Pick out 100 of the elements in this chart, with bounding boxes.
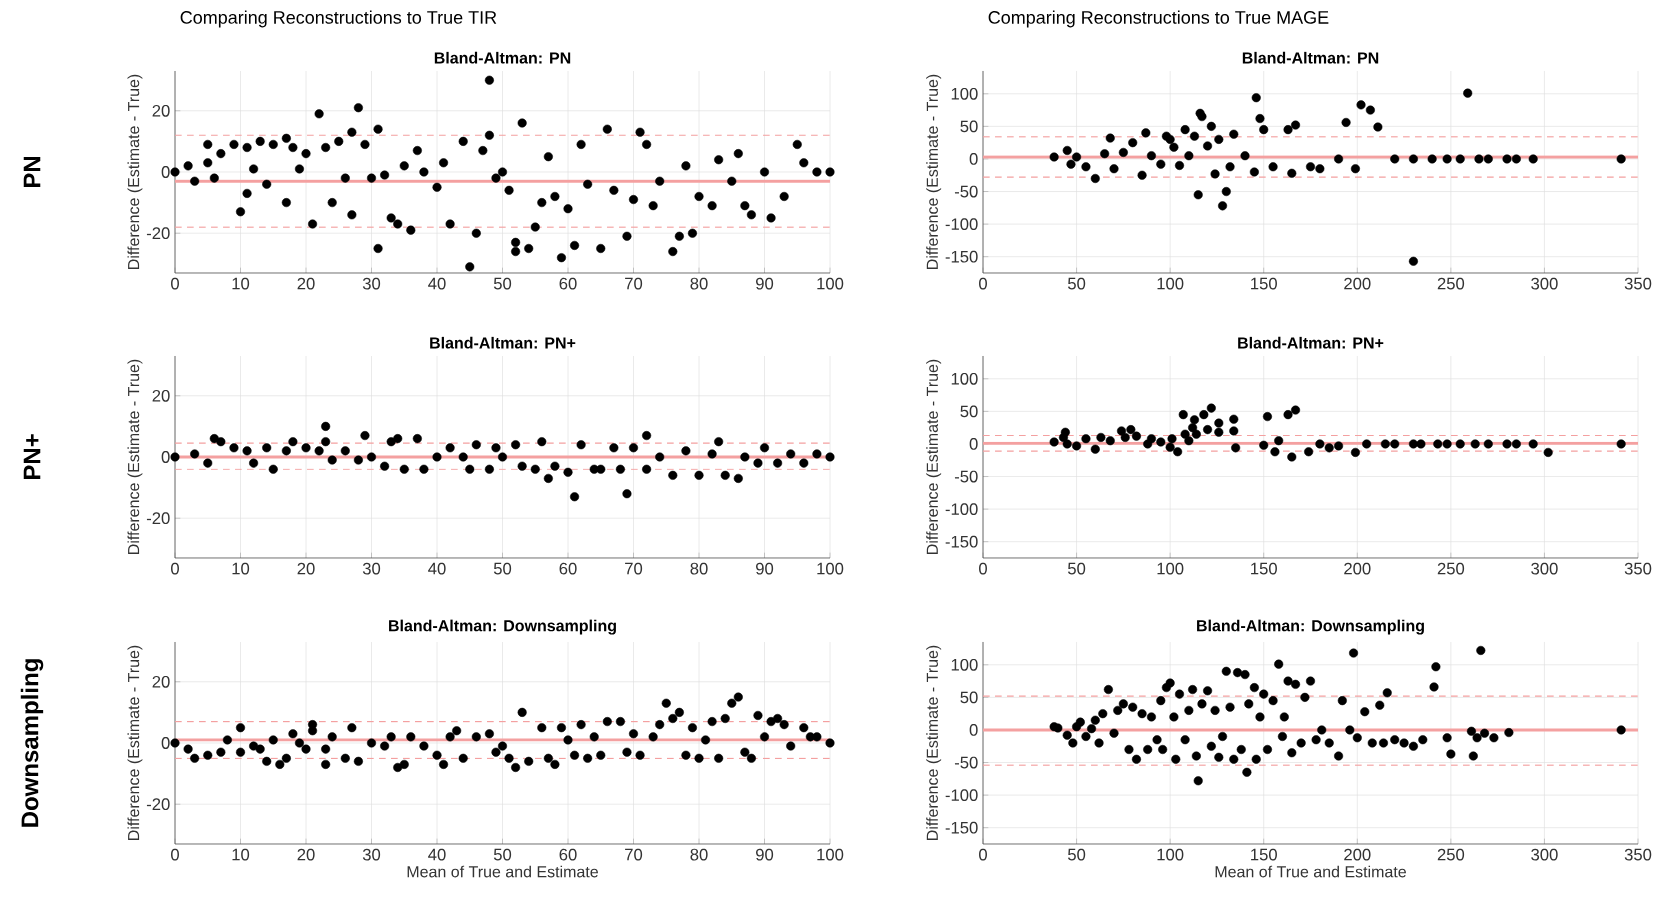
point [1189,415,1200,425]
point [1483,439,1493,449]
point [1146,434,1156,444]
point [1229,414,1239,424]
point [1291,405,1301,415]
x-tick-label: 50 [1067,848,1086,861]
y-axis-title: Difference (Estimate - True) [127,645,143,840]
y-tick-label: 20 [152,389,170,402]
y-tick-label: -150 [945,535,978,548]
point [1502,439,1512,449]
x-axis-title: Mean of True and Estimate [1215,865,1406,878]
x-tick-label: 60 [559,277,577,290]
point [1270,447,1280,457]
y-tick-label: 50 [960,120,978,133]
text: Comparing Reconstructions to True MAGE [988,10,1329,28]
x-tick-label: 0 [171,562,179,575]
x-tick-label: 90 [756,277,774,290]
text: Comparing Reconstructions to True TIR [180,10,497,28]
x-tick-label: 100 [1157,277,1184,290]
y-tick-label: -20 [146,227,170,240]
y-tick-label: -20 [146,798,170,811]
point [1203,425,1213,435]
point [1324,443,1334,453]
point [1096,432,1106,442]
point [1350,447,1360,457]
y-tick-label: 0 [969,153,978,165]
y-tick-label: -20 [146,512,170,525]
x-tick-label: 0 [171,848,179,861]
point [1131,431,1141,441]
chart-title: Bland-Altman: Downsampling [1197,619,1424,635]
point [1470,439,1480,449]
y-tick-label: 0 [969,438,978,450]
x-tick-label: 20 [297,277,315,290]
point [1511,439,1521,449]
x-tick-label: 100 [1157,562,1184,575]
chart-title: Bland-Altman: PN [434,51,571,64]
point [1543,447,1553,457]
y-tick-label: 20 [152,104,170,117]
x-tick-label: 250 [1437,562,1465,575]
y-tick-label: 50 [960,691,978,704]
y-tick-label: 0 [161,451,170,463]
point [1090,444,1100,454]
chart-title: Bland-Altman: PN+ [430,336,576,349]
point [1173,447,1183,457]
point [1616,439,1626,449]
point [1126,425,1136,435]
y-tick-label: 0 [969,724,978,736]
x-tick-label: 350 [1624,848,1652,861]
y-axis-title: Difference (Estimate - True) [127,359,143,554]
point [1390,439,1400,449]
y-axis-title: Difference (Estimate - True) [926,645,942,840]
x-tick-label: 30 [362,848,381,861]
y-tick-label: -100 [945,218,978,231]
y-tick-label: 0 [161,166,170,178]
y-tick-label: 100 [951,658,978,671]
point [1165,442,1175,452]
x-tick-label: 40 [428,277,446,290]
y-tick-label: -50 [954,185,978,198]
y-tick-label: -150 [945,250,978,263]
x-tick-label: 80 [690,562,708,575]
y-tick-label: 50 [960,405,978,418]
point [1060,427,1070,437]
y-tick-label: 0 [161,737,170,749]
x-tick-label: 200 [1344,848,1371,861]
point [1262,412,1272,422]
x-tick-label: 40 [428,848,446,861]
point [1528,439,1538,449]
point [1199,410,1209,420]
chart-title: Bland-Altman: PN [1242,51,1379,64]
point [1433,439,1443,449]
x-tick-label: 70 [625,562,643,575]
text: PN+ [23,434,41,480]
x-tick-label: 100 [817,562,844,575]
point [1380,439,1390,449]
y-tick-label: 20 [152,675,170,688]
x-tick-label: 300 [1531,277,1558,290]
x-tick-label: 90 [756,562,774,575]
point [1229,426,1239,436]
point [1315,439,1325,449]
y-tick-label: -150 [945,821,978,834]
y-axis-title: Difference (Estimate - True) [926,359,942,554]
x-tick-label: 70 [625,277,643,290]
x-tick-label: 300 [1531,848,1558,861]
point [1231,443,1241,453]
point [1416,439,1426,449]
x-tick-label: 350 [1624,277,1652,290]
text: Downsampling [20,659,44,827]
point [1178,410,1188,420]
x-tick-label: 70 [625,848,643,861]
x-tick-label: 60 [559,562,577,575]
y-axis-title: Difference (Estimate - True) [127,74,143,269]
x-tick-label: 100 [1157,848,1184,861]
point [1206,403,1216,413]
y-axis-title: Difference (Estimate - True) [926,74,942,269]
x-tick-label: 50 [1067,562,1086,575]
x-tick-label: 80 [690,848,708,861]
point [1062,439,1072,449]
point [1455,439,1465,449]
x-tick-label: 10 [232,277,250,290]
point [1105,436,1115,446]
